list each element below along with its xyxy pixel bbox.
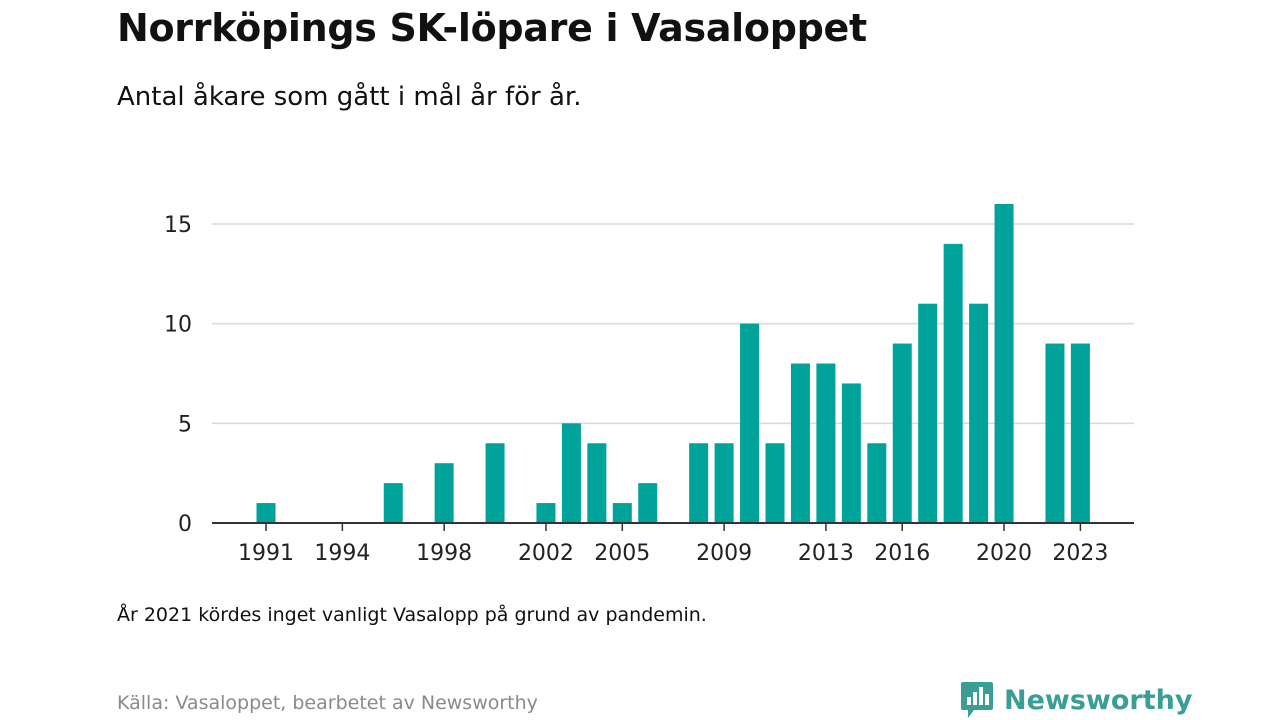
bar-2020 [994,204,1014,523]
x-tick-label: 2013 [798,541,854,566]
bar-2019 [969,303,989,523]
newsworthy-logo-icon [961,682,993,718]
x-tick-label: 1998 [416,541,472,566]
x-tick-label: 2020 [976,541,1032,566]
y-tick-label: 0 [178,512,192,537]
bar-2015 [867,443,887,523]
bar-2012 [790,363,810,523]
bar-2000 [485,443,505,523]
x-tick-label: 1994 [314,541,370,566]
bar-2018 [943,243,963,523]
footnote: År 2021 kördes inget vanligt Vasalopp på… [117,604,707,626]
x-tick-label: 2009 [696,541,752,566]
bar-2010 [740,323,760,523]
bar-2003 [561,423,581,523]
axes: 0 5 10 15 1991 1994 1998 2002 2005 2009 2013 2016 20… [164,213,1134,566]
x-tick-label: 2016 [874,541,930,566]
bar-chart: 0 5 10 15 1991 1994 1998 2002 2005 2009 2013 2016 20… [164,204,1134,566]
x-tick-label: 1991 [238,541,294,566]
bars [256,204,1090,523]
x-tick-label: 2005 [594,541,650,566]
bar-2009 [714,443,734,523]
y-tick-label: 10 [164,313,192,338]
bar-2014 [841,383,861,523]
bar-2004 [587,443,607,523]
bar-1998 [434,463,454,523]
bar-2006 [638,483,658,523]
x-tick-label: 2002 [518,541,574,566]
brand-name: Newsworthy [1004,684,1193,716]
bar-2008 [689,443,709,523]
bar-2011 [765,443,785,523]
y-tick-label: 15 [164,213,192,238]
bar-2005 [612,503,632,523]
x-tick-label: 2023 [1052,541,1108,566]
source-line: Källa: Vasaloppet, bearbetet av Newswort… [117,692,538,714]
bar-2002 [536,503,556,523]
newsworthy-logo[interactable]: Newsworthy [960,680,1192,720]
y-tick-label: 5 [178,412,192,437]
bar-2013 [816,363,836,523]
bar-1996 [383,483,403,523]
bar-1991 [256,503,276,523]
bar-2017 [918,303,938,523]
chart-subtitle: Antal åkare som gått i mål år för år. [117,82,582,112]
bar-2023 [1070,343,1090,523]
bar-2016 [892,343,912,523]
chart-title: Norrköpings SK-löpare i Vasaloppet [117,6,867,50]
bar-2022 [1045,343,1065,523]
